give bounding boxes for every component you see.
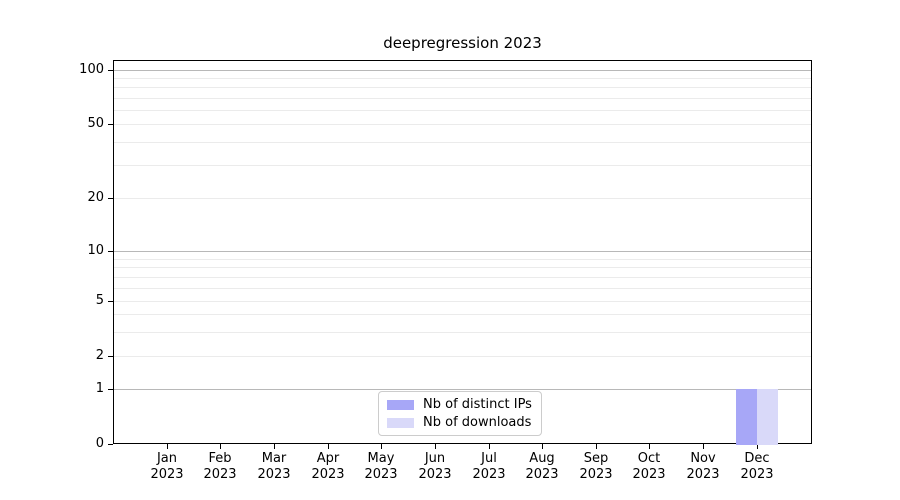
- y-axis-tick: [108, 301, 113, 302]
- y-axis-tick: [108, 198, 113, 199]
- x-tick-label: Aug 2023: [510, 451, 574, 483]
- x-tick-label-month: Jul: [481, 451, 497, 466]
- x-tick-label-month: Feb: [208, 451, 232, 466]
- gridline-minor: [114, 142, 811, 143]
- x-tick-label: Apr 2023: [296, 451, 360, 483]
- plot-area: [113, 60, 812, 445]
- gridline-minor: [114, 87, 811, 88]
- x-tick-label-year: 2023: [579, 467, 613, 482]
- gridline-major: [114, 70, 811, 71]
- x-axis-tick: [274, 444, 275, 449]
- x-axis-tick: [703, 444, 704, 449]
- x-tick-label-month: Jan: [156, 451, 178, 466]
- legend-swatch-distinct-ips: [387, 399, 414, 410]
- x-tick-label: Mar 2023: [242, 451, 306, 483]
- x-axis-tick: [328, 444, 329, 449]
- x-tick-label-month: Dec: [744, 451, 770, 466]
- x-tick-label-month: Mar: [261, 451, 287, 466]
- x-axis-tick: [489, 444, 490, 449]
- gridline-minor: [114, 314, 811, 315]
- gridline-minor: [114, 78, 811, 79]
- x-tick-label-year: 2023: [203, 467, 237, 482]
- x-tick-label-month: Oct: [637, 451, 661, 466]
- y-tick-label: 50: [87, 116, 104, 131]
- y-tick-label: 1: [95, 381, 104, 396]
- gridline-minor: [114, 267, 811, 268]
- x-tick-label-year: 2023: [150, 467, 184, 482]
- x-axis-tick: [220, 444, 221, 449]
- y-tick-label: 2: [95, 348, 104, 363]
- x-tick-label: May 2023: [349, 451, 413, 483]
- bar-downloads: [757, 389, 778, 445]
- gridline-minor: [114, 98, 811, 99]
- gridline-minor: [114, 277, 811, 278]
- y-tick-label: 5: [95, 293, 104, 308]
- x-tick-label-year: 2023: [525, 467, 559, 482]
- x-tick-label-month: Nov: [690, 451, 716, 466]
- gridline-minor: [114, 301, 811, 302]
- x-tick-label: Jul 2023: [457, 451, 521, 483]
- legend-label-downloads: Nb of downloads: [423, 415, 532, 430]
- x-tick-label-year: 2023: [686, 467, 720, 482]
- gridline-minor: [114, 259, 811, 260]
- x-tick-label-year: 2023: [364, 467, 398, 482]
- x-tick-label-year: 2023: [632, 467, 666, 482]
- gridline-major: [114, 251, 811, 252]
- gridline-minor: [114, 124, 811, 125]
- y-axis-tick: [108, 70, 113, 71]
- x-tick-label: Jan 2023: [135, 451, 199, 483]
- y-tick-label: 20: [87, 190, 104, 205]
- x-tick-label: Sep 2023: [564, 451, 628, 483]
- y-axis-tick: [108, 124, 113, 125]
- x-axis-tick: [381, 444, 382, 449]
- x-tick-label-year: 2023: [472, 467, 506, 482]
- bar-distinct-ips: [736, 389, 757, 445]
- x-tick-label: Nov 2023: [671, 451, 735, 483]
- gridline-minor: [114, 165, 811, 166]
- x-axis-tick: [757, 444, 758, 449]
- gridline-minor: [114, 356, 811, 357]
- legend: Nb of distinct IPs Nb of downloads: [378, 391, 542, 436]
- y-axis-tick: [108, 251, 113, 252]
- x-tick-label-year: 2023: [257, 467, 291, 482]
- x-tick-label-month: May: [367, 451, 395, 466]
- gridline-minor: [114, 198, 811, 199]
- gridline-minor: [114, 332, 811, 333]
- legend-swatch-downloads: [387, 417, 414, 428]
- x-tick-label: Dec 2023: [725, 451, 789, 483]
- x-tick-label-month: Jun: [424, 451, 446, 466]
- legend-label-distinct-ips: Nb of distinct IPs: [423, 397, 532, 412]
- y-tick-label: 100: [79, 62, 104, 77]
- y-tick-label: 0: [95, 436, 104, 451]
- chart-title: deepregression 2023: [383, 34, 542, 52]
- gridline-major: [114, 389, 811, 390]
- x-tick-label-month: Sep: [583, 451, 609, 466]
- x-tick-label-year: 2023: [418, 467, 452, 482]
- y-axis-tick: [108, 389, 113, 390]
- x-axis-tick: [542, 444, 543, 449]
- x-tick-label-month: Apr: [316, 451, 340, 466]
- gridline-minor: [114, 288, 811, 289]
- x-tick-label-month: Aug: [529, 451, 555, 466]
- y-axis-tick: [108, 444, 113, 445]
- x-axis-tick: [167, 444, 168, 449]
- y-axis-tick: [108, 356, 113, 357]
- gridline-minor: [114, 110, 811, 111]
- x-axis-tick: [596, 444, 597, 449]
- x-tick-label-year: 2023: [740, 467, 774, 482]
- x-tick-label: Jun 2023: [403, 451, 467, 483]
- x-axis-tick: [649, 444, 650, 449]
- x-tick-label-year: 2023: [311, 467, 345, 482]
- x-tick-label: Oct 2023: [617, 451, 681, 483]
- x-axis-tick: [435, 444, 436, 449]
- legend-item-distinct-ips: Nb of distinct IPs: [387, 397, 535, 412]
- y-tick-label: 10: [87, 243, 104, 258]
- x-tick-label: Feb 2023: [188, 451, 252, 483]
- legend-item-downloads: Nb of downloads: [387, 415, 535, 430]
